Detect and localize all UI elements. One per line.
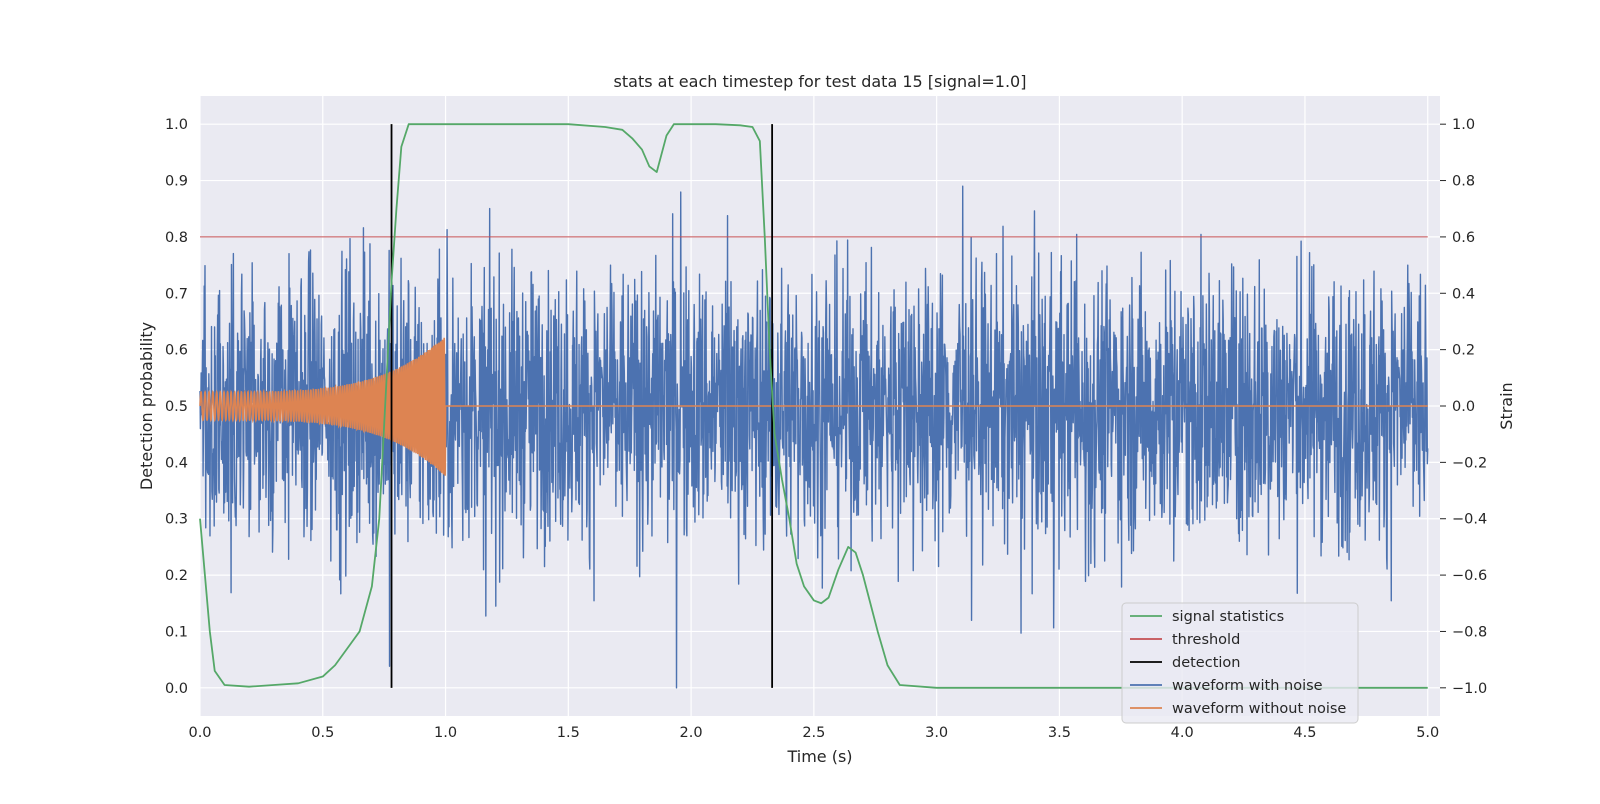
y-right-tick-label: 0.0 (1452, 399, 1475, 415)
axis-ticks: 0.0 0.5 1.0 1.5 2.0 2.5 3.0 3.5 4.0 4.5 5.0 0.0 0.1 0… (165, 117, 1487, 741)
x-tick-label: 2.5 (802, 725, 825, 741)
y-right-tick-label: 1.0 (1452, 117, 1475, 133)
legend-label-signal-statistics: signal statistics (1172, 609, 1284, 625)
y-right-tick-label: 0.8 (1452, 174, 1475, 190)
y-right-tick-label: −0.8 (1452, 624, 1487, 640)
x-tick-label: 4.5 (1293, 725, 1316, 741)
x-tick-label: 1.0 (434, 725, 457, 741)
chart-title: stats at each timestep for test data 15 … (614, 72, 1027, 91)
x-tick-label: 2.0 (680, 725, 703, 741)
y-left-tick-label: 0.8 (165, 230, 188, 246)
y-right-tick-label: −1.0 (1452, 681, 1487, 697)
y-left-tick-label: 0.3 (165, 512, 188, 528)
x-tick-label: 4.0 (1171, 725, 1194, 741)
y-left-tick-label: 0.5 (165, 399, 188, 415)
x-axis-label: Time (s) (786, 747, 852, 766)
legend-frame (1121, 602, 1359, 724)
series-waveform-without-noise (199, 337, 1428, 476)
x-tick-label: 3.5 (1048, 725, 1071, 741)
y-right-tick-label: −0.2 (1452, 455, 1487, 471)
y-left-tick-label: 1.0 (165, 117, 188, 133)
x-tick-label: 1.5 (557, 725, 580, 741)
y-right-tick-label: −0.4 (1452, 512, 1487, 528)
y-left-tick-label: 0.0 (165, 681, 188, 697)
y-left-tick-label: 0.6 (165, 343, 188, 359)
y-left-tick-label: 0.9 (165, 174, 188, 190)
legend-label-detection: detection (1172, 655, 1240, 671)
x-tick-label: 0.5 (311, 725, 334, 741)
y-axis-left-label: Detection probability (137, 322, 156, 490)
y-axis-right-label: Strain (1497, 382, 1516, 429)
legend-label-waveform-with-noise: waveform with noise (1172, 678, 1323, 694)
y-left-tick-label: 0.1 (165, 624, 188, 640)
y-right-tick-label: 0.4 (1452, 286, 1475, 302)
y-left-tick-label: 0.2 (165, 568, 188, 584)
y-right-tick-label: 0.6 (1452, 230, 1475, 246)
y-left-tick-label: 0.4 (165, 455, 188, 471)
y-left-tick-label: 0.7 (165, 286, 188, 302)
series-signal-statistics (199, 123, 1428, 689)
plot-area (199, 123, 1429, 689)
y-right-tick-label: −0.6 (1452, 568, 1487, 584)
legend: signal statistics threshold detection wa… (1121, 602, 1359, 724)
x-tick-label: 0.0 (188, 725, 211, 741)
legend-label-threshold: threshold (1172, 632, 1240, 648)
y-right-tick-label: 0.2 (1452, 343, 1475, 359)
x-tick-label: 3.0 (925, 725, 948, 741)
legend-label-waveform-without-noise: waveform without noise (1172, 701, 1346, 717)
x-tick-label: 5.0 (1416, 725, 1439, 741)
